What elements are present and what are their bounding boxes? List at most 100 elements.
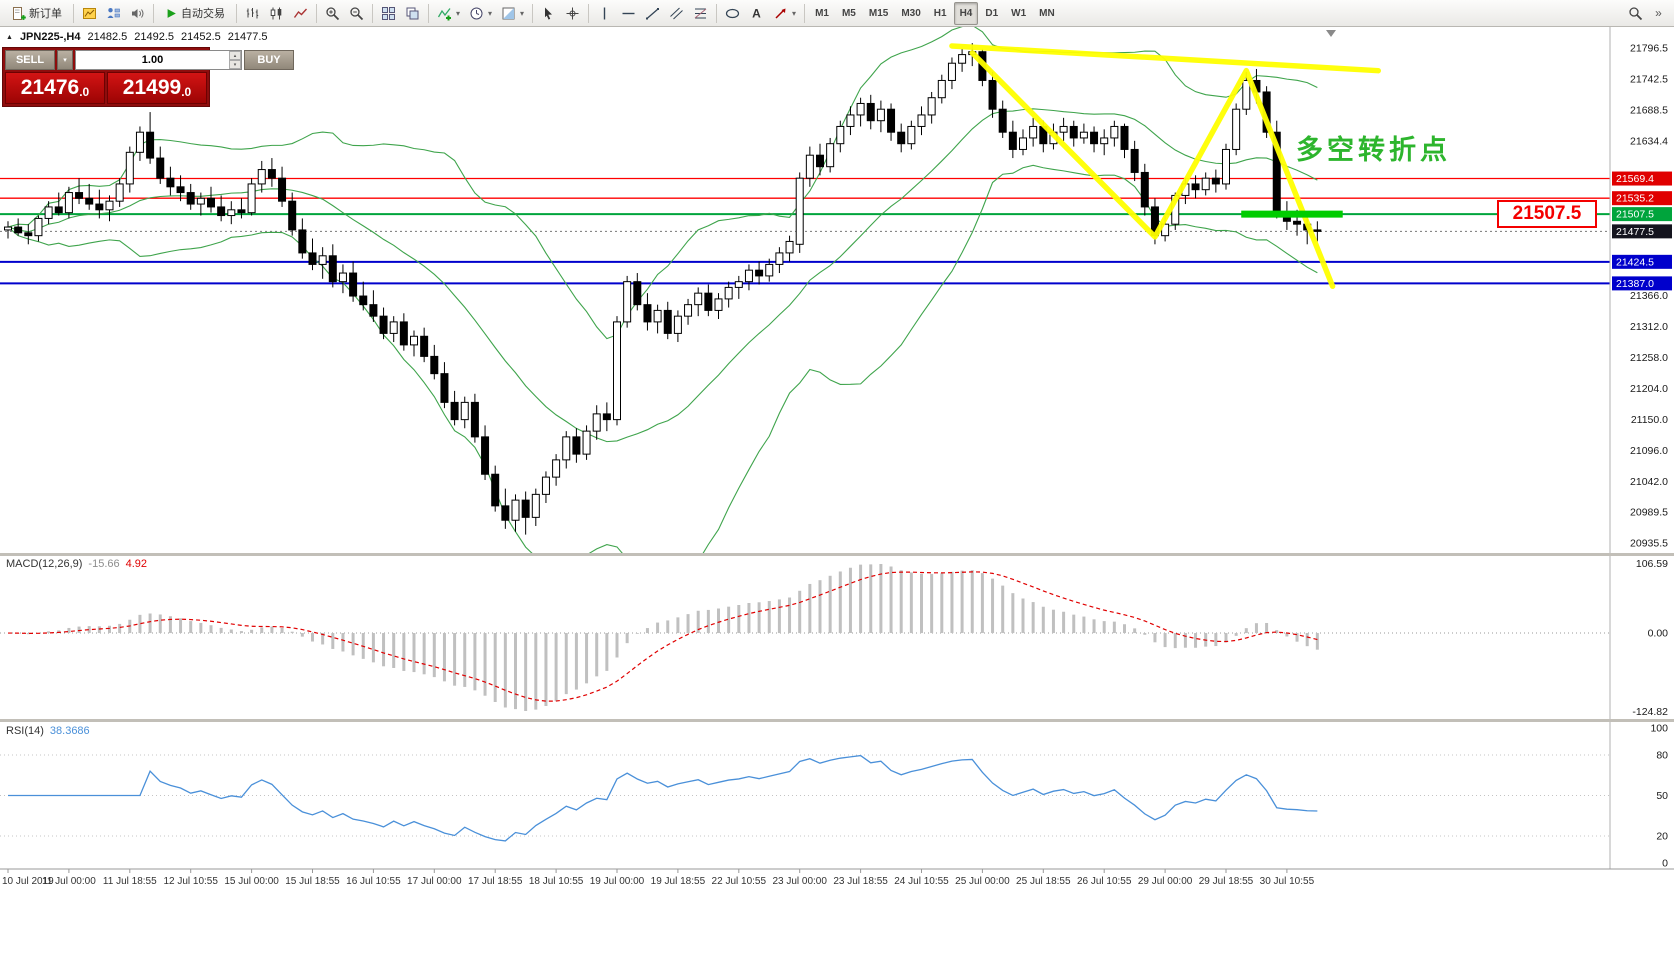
price-axis-tick: 21150.0: [1631, 414, 1668, 426]
timeframe-button-h4[interactable]: H4: [953, 1, 979, 25]
timeframe-button-h1[interactable]: H1: [928, 2, 953, 25]
shapes-button[interactable]: [721, 2, 744, 25]
candles-layer[interactable]: [4, 43, 1322, 535]
zoom-in-icon: [325, 6, 340, 21]
arrows-button[interactable]: ▾: [769, 2, 800, 25]
yellow-trendline[interactable]: [949, 43, 1381, 74]
price-axis-tick: 20935.5: [1630, 537, 1668, 549]
lot-increase-button[interactable]: ▴: [229, 51, 241, 60]
new-order-icon: [11, 6, 26, 21]
sell-price-fraction: .0: [79, 84, 90, 99]
rsi-value: 38.3686: [49, 725, 90, 737]
price-level-badge: [1612, 254, 1672, 269]
panel-separator[interactable]: [0, 719, 1674, 722]
time-axis-label: 15 Jul 18:55: [285, 876, 340, 887]
main-chart-layer[interactable]: [0, 25, 1610, 575]
buy-price-display[interactable]: 21499 .0: [107, 72, 207, 104]
market-watch-button[interactable]: [78, 2, 101, 25]
cursor-button[interactable]: [537, 2, 560, 25]
time-axis-label: 19 Jul 18:55: [651, 876, 706, 887]
expand-icon[interactable]: ▲: [6, 33, 13, 41]
time-axis-label: 22 Jul 10:55: [712, 876, 767, 887]
text-button[interactable]: A: [745, 2, 768, 25]
buy-button[interactable]: BUY: [244, 50, 294, 70]
caret-down-icon: ▾: [456, 8, 461, 18]
price-level-badge-label: 21424.5: [1616, 256, 1654, 268]
bar-chart-button[interactable]: [241, 2, 264, 25]
navigator-button[interactable]: [102, 2, 125, 25]
time-axis-label: 11 Jul 18:55: [103, 876, 157, 887]
timeframe-button-w1[interactable]: W1: [1005, 2, 1032, 25]
cascade-windows-button[interactable]: [401, 2, 424, 25]
sell-button[interactable]: SELL: [5, 50, 55, 70]
line-chart-button[interactable]: [289, 2, 312, 25]
indicators-button[interactable]: ▾: [433, 2, 464, 25]
price-axis-tick: 21688.5: [1630, 105, 1668, 117]
yellow-trendline[interactable]: [969, 50, 1336, 290]
periods-button[interactable]: ▾: [465, 2, 496, 25]
time-axis-label: 15 Jul 00:00: [224, 876, 279, 887]
chart-shift-marker[interactable]: [1326, 30, 1336, 37]
fibonacci-button[interactable]: [689, 2, 712, 25]
search-button[interactable]: [1624, 2, 1647, 25]
toolbar-separator: [532, 3, 534, 23]
price-axis-tick: 21634.4: [1630, 136, 1668, 148]
tile-windows-button[interactable]: [377, 2, 400, 25]
symbol-title: JPN225-,H4: [19, 31, 81, 43]
templates-button[interactable]: ▾: [497, 2, 528, 25]
timeframe-button-m15[interactable]: M15: [863, 2, 894, 25]
time-axis-label: 29 Jul 18:55: [1199, 876, 1254, 887]
macd-signal-value: 4.92: [125, 558, 148, 570]
macd-axis-tick: 0.00: [1648, 628, 1669, 640]
time-axis-label: 23 Jul 18:55: [833, 876, 888, 887]
macd-axis-tick: 106.59: [1636, 558, 1668, 570]
alerts-button[interactable]: [126, 2, 149, 25]
overflow-icon: »: [1655, 6, 1662, 20]
rsi-axis-tick: 100: [1650, 723, 1668, 735]
lot-size-input[interactable]: [76, 51, 229, 69]
timeframe-button-mn[interactable]: MN: [1033, 2, 1061, 25]
zoom-in-button[interactable]: [321, 2, 344, 25]
time-axis-label: 17 Jul 00:00: [407, 876, 462, 887]
time-axis-label: 25 Jul 00:00: [955, 876, 1010, 887]
bollinger-lower-band: [7, 164, 1318, 553]
turning-point-annotation[interactable]: 多空转折点: [1296, 135, 1451, 165]
toolbar-overflow-button[interactable]: »: [1647, 2, 1670, 25]
time-axis-label: 10 Jul 2019: [2, 876, 54, 887]
price-axis-tick: 21258.0: [1630, 352, 1668, 364]
autotrading-button[interactable]: 自动交易: [158, 2, 232, 25]
order-type-dropdown[interactable]: ▾: [57, 50, 73, 70]
channel-button[interactable]: [665, 2, 688, 25]
price-callout-box[interactable]: 21507.5: [1497, 200, 1597, 228]
time-axis-label: 24 Jul 10:55: [894, 876, 949, 887]
toolbar-separator: [73, 3, 74, 23]
new-order-button[interactable]: 新订单: [4, 2, 69, 25]
toolbar-separator: [153, 3, 154, 23]
time-axis-label: 11 Jul 00:00: [42, 876, 96, 887]
trendline-button[interactable]: [641, 2, 664, 25]
crosshair-button[interactable]: [561, 2, 584, 25]
horizontal-line-button[interactable]: [617, 2, 640, 25]
timeframe-button-m5[interactable]: M5: [836, 2, 862, 25]
panel-separator[interactable]: [0, 553, 1674, 556]
trendline-icon: [645, 6, 660, 21]
zoom-out-button[interactable]: [345, 2, 368, 25]
price-level-badge-label: 21535.2: [1616, 193, 1654, 205]
toolbar-separator: [372, 3, 373, 23]
candlestick-chart-button[interactable]: [265, 2, 288, 25]
price-axis-tick: 21796.5: [1630, 42, 1668, 54]
lot-decrease-button[interactable]: ▾: [229, 60, 241, 69]
timeframe-button-m1[interactable]: M1: [809, 2, 835, 25]
price-axis-tick: 21742.5: [1630, 74, 1668, 86]
price-level-badge-label: 21569.4: [1616, 173, 1654, 185]
vertical-line-icon: [597, 6, 612, 21]
sell-price-display[interactable]: 21476 .0: [5, 72, 105, 104]
timeframe-button-d1[interactable]: D1: [979, 2, 1004, 25]
vertical-line-button[interactable]: [593, 2, 616, 25]
rsi-axis-tick: 20: [1656, 831, 1668, 843]
zoom-out-icon: [349, 6, 364, 21]
toolbar-separator: [804, 3, 806, 23]
buy-price-value: 21499: [122, 76, 182, 99]
timeframe-button-m30[interactable]: M30: [895, 2, 926, 25]
